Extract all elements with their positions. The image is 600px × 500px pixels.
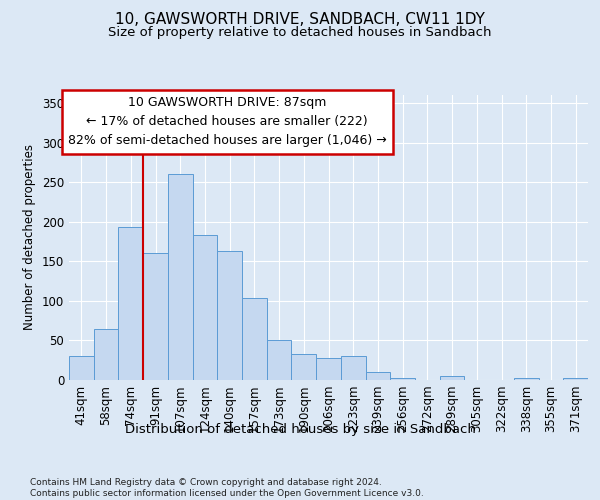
Text: 10 GAWSWORTH DRIVE: 87sqm
← 17% of detached houses are smaller (222)
82% of semi: 10 GAWSWORTH DRIVE: 87sqm ← 17% of detac… (68, 96, 386, 148)
Text: 10, GAWSWORTH DRIVE, SANDBACH, CW11 1DY: 10, GAWSWORTH DRIVE, SANDBACH, CW11 1DY (115, 12, 485, 28)
Bar (94, 328, 118, 380)
Bar (514, 378, 539, 380)
Bar (292, 354, 316, 380)
Y-axis label: Number of detached properties: Number of detached properties (23, 144, 37, 330)
Bar (267, 340, 292, 380)
Bar (143, 254, 168, 380)
Bar (69, 356, 94, 380)
Bar (217, 251, 242, 380)
Bar (118, 227, 143, 380)
Text: Contains HM Land Registry data © Crown copyright and database right 2024.
Contai: Contains HM Land Registry data © Crown c… (30, 478, 424, 498)
Text: Distribution of detached houses by size in Sandbach: Distribution of detached houses by size … (125, 422, 475, 436)
Text: Size of property relative to detached houses in Sandbach: Size of property relative to detached ho… (108, 26, 492, 39)
Bar (193, 235, 217, 380)
Bar (365, 372, 390, 380)
Bar (341, 356, 365, 380)
Bar (440, 376, 464, 380)
Bar (563, 378, 588, 380)
Bar (390, 378, 415, 380)
Bar (316, 358, 341, 380)
Bar (242, 298, 267, 380)
Bar (168, 174, 193, 380)
